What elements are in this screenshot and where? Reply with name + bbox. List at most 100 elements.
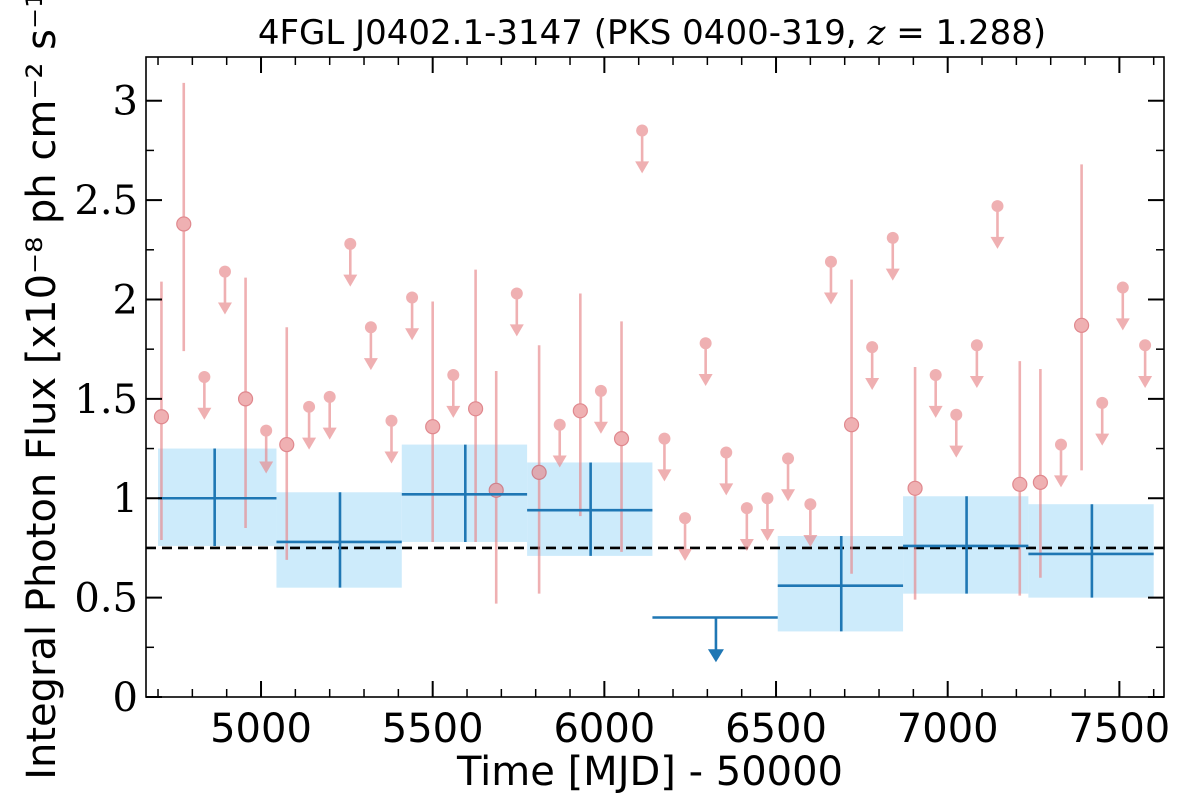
short-bin-marker (323, 390, 336, 403)
short-bin-arrow-head (197, 407, 212, 420)
short-bin-marker (907, 480, 923, 496)
short-bin-arrow-head (1115, 318, 1130, 331)
x-tick-label: 7500 (1068, 706, 1170, 752)
short-bin-marker (303, 400, 316, 413)
short-bin-arrow-head (803, 535, 818, 548)
short-bin-marker (1054, 438, 1067, 451)
long-bin-point (903, 496, 1029, 594)
short-bin-point (843, 279, 860, 574)
short-bin-arrow-head (552, 455, 567, 468)
short-bin-point (153, 281, 170, 540)
y-tick-label: 0.5 (74, 576, 138, 622)
short-bin-arrow-head (343, 274, 358, 287)
long-bin-point (276, 492, 402, 588)
y-tick-label: 3 (113, 79, 138, 125)
y-tick-label: 2.5 (74, 178, 138, 224)
chart-title-suffix: ) (1033, 13, 1046, 53)
short-bin-point (949, 408, 964, 458)
x-tick-label: 6500 (725, 706, 827, 752)
short-bin-marker (720, 446, 733, 459)
x-tick-label: 7000 (897, 706, 999, 752)
long-bin-band-layer (158, 444, 1154, 632)
x-tick-label: 5500 (382, 706, 484, 752)
short-bin-marker (1139, 339, 1152, 352)
short-bin-marker (1073, 317, 1090, 333)
short-bin-point (1012, 361, 1028, 596)
y-axis-label: Integral Photon Flux [x10⁻⁸ ph cm⁻² s⁻¹] (19, 0, 65, 780)
short-bin-point (425, 301, 441, 542)
x-tick-label: 5000 (210, 706, 312, 752)
short-bin-marker (740, 502, 753, 515)
short-bin-arrow-head (302, 437, 317, 450)
short-bin-marker (510, 287, 523, 300)
short-bin-marker (1096, 396, 1109, 409)
short-bin-point (509, 287, 524, 337)
chart-title-prefix: 4FGL J0402.1-3147 (PKS 0400-319, (258, 13, 868, 53)
short-bin-marker (237, 391, 254, 407)
tick-layer: 5000 5500 6000 6500 7000 7500 0 0.5 1 1.5 2 2.5 3 (74, 57, 1170, 752)
short-bin-marker (344, 237, 357, 250)
short-bin-marker (970, 339, 983, 352)
short-bin-marker (886, 231, 899, 244)
short-bin-marker (761, 492, 774, 505)
short-bin-marker (425, 419, 441, 435)
short-bin-arrow-head (698, 374, 713, 387)
short-bin-marker (782, 452, 795, 465)
short-bin-point (176, 82, 192, 352)
short-bin-point (698, 337, 713, 387)
short-bin-layer (153, 82, 1153, 604)
short-bin-marker (447, 369, 460, 382)
long-bin-point (401, 444, 528, 542)
short-bin-arrow-head (678, 548, 693, 561)
chart-title-redshift-symbol: z (867, 13, 887, 53)
short-bin-arrow-head (363, 358, 378, 371)
short-bin-marker (699, 337, 712, 350)
long-bin-point (527, 462, 653, 556)
short-bin-marker (1116, 281, 1129, 294)
short-bin-point (237, 277, 254, 529)
short-bin-arrow-head (1138, 376, 1153, 388)
short-bin-marker (658, 432, 671, 445)
short-bin-arrow-head (509, 324, 524, 337)
short-bin-marker (531, 464, 547, 481)
plot-frame (145, 56, 1165, 698)
short-bin-point (405, 291, 420, 341)
long-bin-point (1028, 504, 1154, 598)
chart-title-equals: = (885, 13, 935, 53)
short-bin-marker (468, 401, 484, 417)
short-bin-marker (824, 255, 837, 268)
short-bin-arrow-head (739, 538, 754, 551)
short-bin-point (885, 231, 900, 281)
short-bin-point (343, 237, 358, 287)
short-bin-marker (866, 341, 879, 354)
short-bin-arrow-head (259, 461, 274, 474)
short-bin-arrow-head (928, 405, 943, 418)
short-bin-point (1073, 164, 1090, 471)
short-bin-arrow-head (384, 451, 399, 464)
short-bin-point (1032, 369, 1048, 578)
short-bin-marker (176, 216, 192, 232)
short-bin-point (197, 371, 212, 420)
short-bin-arrow-head (865, 377, 880, 390)
short-bin-point (552, 418, 567, 468)
short-bin-point (322, 390, 337, 440)
short-bin-marker (1012, 476, 1028, 492)
short-bin-point (302, 400, 317, 450)
short-bin-marker (260, 424, 273, 437)
short-bin-point (531, 345, 547, 594)
long-bin-arrow-head (707, 649, 724, 663)
short-bin-marker (1032, 474, 1048, 490)
short-bin-point (279, 327, 295, 560)
long-bin-layer (158, 444, 1154, 663)
short-bin-point (969, 339, 984, 388)
short-bin-arrow-head (635, 161, 650, 174)
short-bin-marker (991, 200, 1004, 213)
x-tick-label: 6000 (553, 706, 655, 752)
short-bin-marker (929, 369, 942, 382)
short-bin-point (1138, 339, 1153, 388)
short-bin-marker (553, 418, 566, 431)
short-bin-point (613, 321, 630, 552)
short-bin-point (803, 498, 818, 548)
short-bin-point (446, 369, 461, 418)
